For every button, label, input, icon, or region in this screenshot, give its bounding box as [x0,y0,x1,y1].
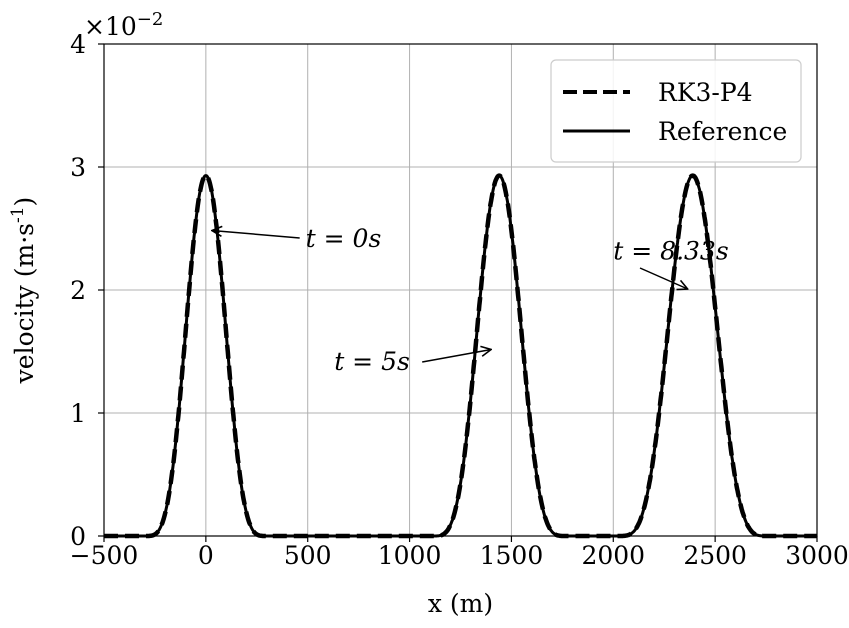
y-axis-label-close: ) [10,197,39,207]
x-axis-label: x (m) [428,589,493,618]
annotation-label: t = 5s [334,347,410,376]
x-tick-label: 2000 [581,541,645,570]
legend-label-rk3-p4: RK3-P4 [658,78,753,107]
y-scale-multiplier: ×10−2 [84,9,163,42]
y-tick-label: 4 [70,30,86,59]
x-tick-label: 0 [198,541,214,570]
legend-box [550,59,802,163]
y-axis-label: velocity (m·s-1) [8,197,39,385]
annotation-label: t = 8.33s [613,236,728,265]
series-line-rk3-p4 [102,173,819,539]
x-tick-label: 1500 [480,541,544,570]
y-axis-label-exponent: -1 [8,206,28,223]
annotation-arrow [422,350,491,363]
legend-label-reference: Reference [658,117,787,146]
y-tick-label: 2 [70,276,86,305]
series-group [102,173,819,539]
annotations: t = 0s t = 5s t = 8.33s [212,224,729,376]
x-tick-label: 3000 [785,541,849,570]
y-scale-exponent: −2 [137,9,164,30]
x-tick-label: −500 [70,541,139,570]
legend: RK3-P4 Reference [550,59,802,163]
x-tick-label: 2500 [683,541,747,570]
y-tick-label: 3 [70,153,86,182]
annotation-arrow [639,267,688,289]
annotation-arrow [212,231,300,239]
y-scale-base: ×10 [84,12,137,41]
annotation-label: t = 0s [306,224,382,253]
y-tick-label: 1 [70,399,86,428]
y-axis-label-main: velocity (m·s [10,223,39,384]
x-tick-label: 500 [284,541,332,570]
x-tick-label: 1000 [378,541,442,570]
y-tick-label: 0 [70,522,86,551]
